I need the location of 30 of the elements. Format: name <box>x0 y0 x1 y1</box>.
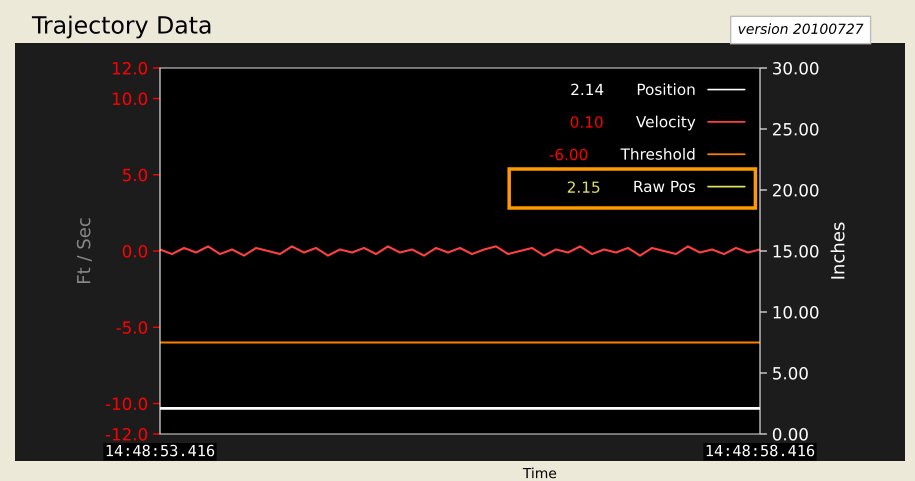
x-tick-label: 14:48:58.416 <box>706 444 814 456</box>
y-tick-label: 10.0 <box>112 92 148 106</box>
x-axis-title: Time <box>522 468 556 478</box>
y-tick-label: 0.0 <box>122 244 148 258</box>
legend-label: Raw Pos <box>634 180 696 192</box>
y-tick-label: -5.0 <box>116 321 148 334</box>
y-tick-label: 5.0 <box>122 168 148 182</box>
y-tick-label: -10.0 <box>106 397 148 410</box>
y2-tick-label: 10.00 <box>774 306 818 319</box>
y2-tick-label: 5.00 <box>773 366 808 380</box>
line-series <box>160 245 760 257</box>
legend-label: Velocity <box>636 116 696 130</box>
y-tick-label: -12.0 <box>106 428 148 441</box>
y2-tick-label: 20.00 <box>773 184 818 197</box>
y-tick-label: 12.0 <box>112 62 148 75</box>
chart-title: Trajectory Data <box>32 16 210 38</box>
y2-tick-label: 30.00 <box>773 62 818 75</box>
legend-label: Position <box>638 83 695 96</box>
y2-tick-label: 0.00 <box>772 428 808 441</box>
legend-label: Threshold <box>620 148 694 160</box>
annotation: 2.14 <box>571 84 604 95</box>
text: version 20100727 <box>738 23 864 34</box>
y-axis-title: Ft / Sec <box>76 218 92 283</box>
y2-tick-label: 25.00 <box>773 122 818 136</box>
y2-axis-title: Inches <box>830 222 845 279</box>
annotation: 2.15 <box>568 181 600 193</box>
annotation: 0.10 <box>570 116 603 128</box>
annotation: -6.00 <box>550 148 588 160</box>
x-tick-label: 14:48:53.416 <box>106 444 214 456</box>
y2-tick-label: 15.00 <box>774 244 818 258</box>
